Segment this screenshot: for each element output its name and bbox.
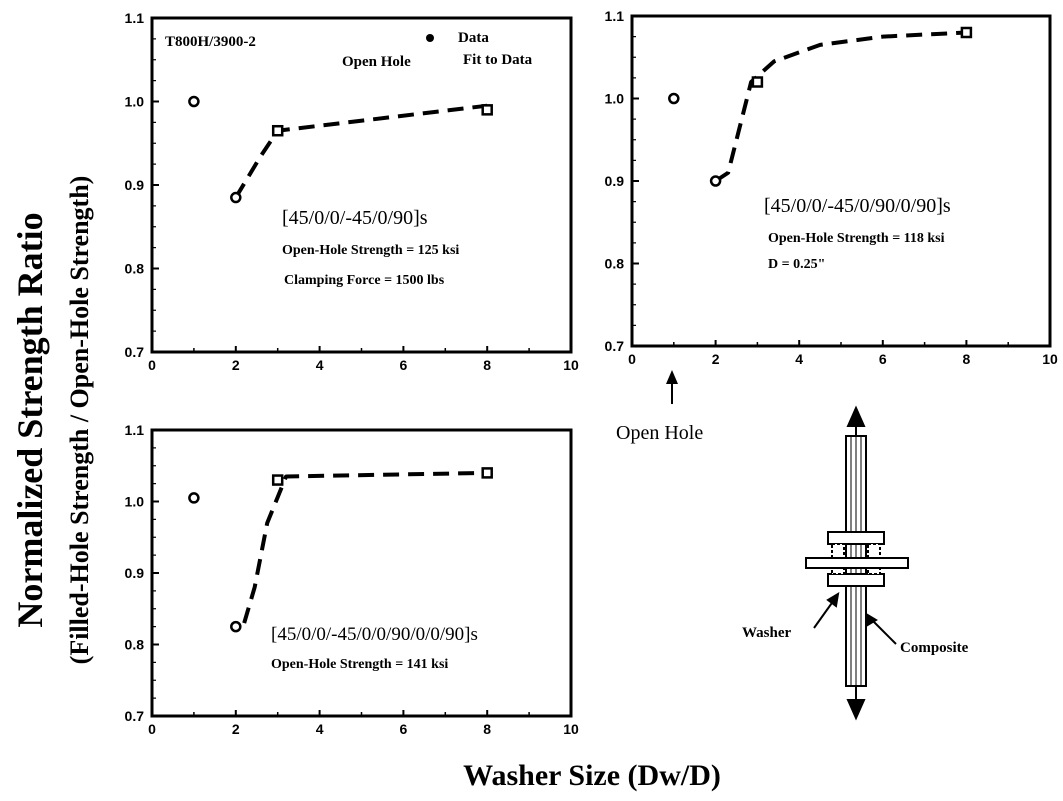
y-tick-label: 1.0	[125, 494, 145, 510]
plot-frame	[630, 14, 1052, 348]
panel-1-layup: [45/0/0/-45/0/90/0/90]s	[764, 195, 951, 217]
open-hole-point	[188, 95, 200, 108]
plot-frame	[150, 428, 573, 718]
fit-curve	[714, 30, 967, 183]
data-point	[230, 191, 242, 204]
data-point	[751, 76, 764, 88]
y-tick-label: 1.0	[605, 91, 625, 107]
y-tick-label: 0.8	[605, 256, 625, 272]
y-tick-label: 0.9	[605, 173, 625, 189]
composite-pointer	[865, 612, 897, 645]
y-tick-label: 0.7	[125, 344, 145, 360]
panel-0-strength: Open-Hole Strength = 125 ksi	[282, 243, 459, 258]
washer-label: Washer	[742, 625, 792, 641]
y-axis-main-label: Normalized Strength Ratio	[10, 212, 50, 627]
data-point	[709, 175, 722, 187]
bottom-load-arrow	[846, 686, 866, 721]
y-tick-label: 0.8	[125, 261, 145, 277]
panel-1-strength: Open-Hole Strength = 118 ksi	[768, 231, 945, 246]
composite-label: Composite	[900, 640, 969, 656]
fit-curve	[242, 470, 488, 624]
y-tick-label: 1.1	[605, 8, 625, 24]
panel-2-layup: [45/0/0/-45/0/0/90/0/0/90]s	[271, 624, 478, 645]
y-tick-label: 0.8	[125, 637, 145, 653]
open-hole-point	[668, 92, 680, 105]
y-tick-label: 0.7	[605, 338, 625, 354]
washer-pointer	[813, 592, 840, 629]
data-point	[271, 124, 284, 137]
x-tick-label: 10	[563, 357, 579, 373]
y-tick-label: 0.7	[125, 708, 145, 724]
panel-0-layup: [45/0/0/-45/0/90]s	[282, 207, 428, 229]
legend-data-marker	[426, 34, 434, 42]
y-tick-label: 1.0	[125, 94, 145, 110]
legend-open-hole-label: Open Hole	[342, 54, 411, 70]
chart-panel-top-right: 0 2 4 6 8 10 0.7 0.8 0.9 1.0 1.1	[605, 8, 1058, 367]
data-point	[271, 474, 284, 486]
open-hole-point	[188, 492, 200, 504]
data-point	[230, 620, 242, 633]
x-tick-label: 0	[148, 721, 156, 737]
y-tick-label: 0.9	[125, 177, 145, 193]
x-tick-label: 10	[1042, 351, 1058, 367]
x-tick-label: 4	[316, 357, 324, 373]
data-point	[960, 26, 973, 39]
open-hole-arrow	[666, 370, 678, 404]
x-tick-label: 2	[712, 351, 720, 367]
fastener-pin	[805, 557, 909, 569]
legend-fit-label: Fit to Data	[463, 52, 533, 68]
x-tick-label: 0	[148, 357, 156, 373]
x-tick-label: 8	[963, 351, 971, 367]
y-tick-label: 1.1	[125, 10, 145, 26]
x-axis-label: Washer Size (Dw/D)	[463, 759, 721, 792]
x-tick-label: 8	[483, 721, 491, 737]
x-tick-label: 2	[232, 357, 240, 373]
legend-material: T800H/3900-2	[165, 34, 256, 50]
chart-panel-bottom-left: 0 2 4 6 8 10 0.7 0.8 0.9 1.0 1.1	[125, 422, 579, 737]
data-point	[481, 467, 493, 479]
x-tick-label: 4	[795, 351, 803, 367]
x-tick-label: 2	[232, 721, 240, 737]
y-tick-label: 0.9	[125, 565, 145, 581]
fit-curve	[234, 103, 488, 199]
joint-schematic	[805, 405, 909, 721]
washer-top	[827, 531, 885, 545]
legend-data-label: Data	[458, 30, 489, 46]
panel-2-strength: Open-Hole Strength = 141 ksi	[271, 657, 448, 672]
panel-0-clamp: Clamping Force = 1500 lbs	[284, 273, 445, 288]
data-point	[481, 104, 493, 116]
y-axis-sub-label: (Filled-Hole Strength / Open-Hole Streng…	[65, 176, 94, 665]
x-tick-label: 6	[879, 351, 887, 367]
x-tick-label: 10	[563, 721, 579, 737]
x-tick-label: 6	[400, 721, 408, 737]
x-tick-label: 4	[316, 721, 324, 737]
washer-bottom	[827, 573, 885, 587]
open-hole-annotation: Open Hole	[616, 422, 703, 444]
x-tick-label: 8	[483, 357, 491, 373]
y-tick-label: 1.1	[125, 422, 145, 438]
x-tick-label: 0	[628, 351, 636, 367]
x-tick-label: 6	[400, 357, 408, 373]
panel-1-diameter: D = 0.25"	[768, 257, 825, 272]
chart-panel-top-left: 0 2 4 6 8 10 0.7 0.8 0.9 1.0 1.1	[125, 10, 579, 373]
